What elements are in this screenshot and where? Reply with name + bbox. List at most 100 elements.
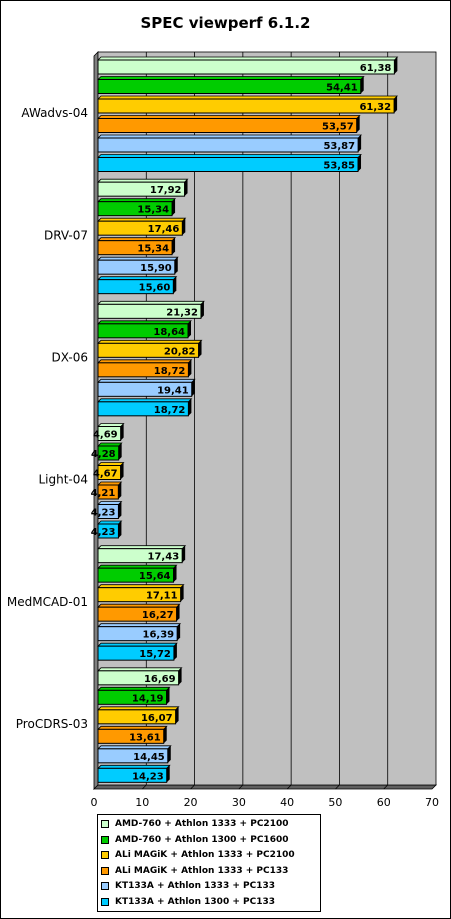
bar <box>97 465 122 480</box>
category-label: MedMCAD-01 <box>7 595 88 609</box>
bar-value-label: 17,11 <box>146 591 178 602</box>
bar <box>97 279 174 295</box>
bar-side <box>358 154 362 172</box>
bar-value-label: 4,28 <box>91 449 116 460</box>
x-tick-label: 70 <box>425 796 439 809</box>
category-label: Light-04 <box>38 473 88 487</box>
bar-side <box>360 76 364 94</box>
bar-side <box>188 398 192 416</box>
bar-side <box>166 765 170 783</box>
bar <box>97 59 395 75</box>
bar-side <box>120 462 124 480</box>
bar <box>97 323 189 339</box>
bar-value-label: 4,69 <box>93 430 118 441</box>
bar-side <box>172 198 176 216</box>
bar-side <box>177 623 181 641</box>
x-tick-label: 0 <box>91 796 98 809</box>
legend-label: AMD-760 + Athlon 1333 + PC2100 <box>115 819 289 829</box>
bar-side <box>167 745 171 763</box>
bar-side <box>173 276 177 294</box>
gridline <box>238 784 244 790</box>
bar <box>97 303 202 319</box>
bar <box>97 670 180 686</box>
x-tick-label: 20 <box>184 796 198 809</box>
bar <box>97 484 119 500</box>
bar <box>97 689 168 705</box>
bar-value-label: 16,07 <box>141 713 173 724</box>
bar <box>97 181 186 197</box>
bar <box>97 504 119 519</box>
bar <box>97 523 119 539</box>
bar-value-label: 53,85 <box>323 161 355 172</box>
gridline <box>190 784 195 790</box>
bar-value-label: 4,21 <box>91 488 116 499</box>
legend-label: KT133A + Athlon 1333 + PC133 <box>115 881 276 891</box>
legend-item: AMD-760 + Athlon 1333 + PC2100 <box>101 817 288 831</box>
bar <box>97 767 168 783</box>
bar <box>97 401 189 417</box>
bar <box>97 709 177 725</box>
bar-side <box>394 96 398 113</box>
bar <box>97 201 173 217</box>
bar-side <box>176 604 180 622</box>
category-label: DRV-07 <box>44 228 88 242</box>
bar <box>97 79 362 94</box>
bar <box>97 259 176 275</box>
bar <box>97 240 173 256</box>
bar-value-label: 15,72 <box>139 649 171 660</box>
gridline <box>383 784 388 790</box>
x-tick-label: 50 <box>328 796 342 809</box>
bar <box>97 567 175 583</box>
bar <box>97 426 122 441</box>
x-tick-label: 40 <box>280 796 294 809</box>
bar-value-label: 14,19 <box>132 693 164 704</box>
bar-value-label: 16,27 <box>142 610 174 621</box>
bar-value-label: 61,32 <box>359 102 391 113</box>
bar <box>97 98 395 114</box>
bar-side <box>182 218 186 236</box>
bar-value-label: 17,43 <box>148 552 180 563</box>
chart-title: SPEC viewperf 6.1.2 <box>140 14 311 32</box>
bar <box>97 645 175 661</box>
bar-value-label: 53,57 <box>322 122 354 133</box>
x-tick-label: 60 <box>377 796 391 809</box>
bar-side <box>120 423 124 441</box>
bar <box>97 587 182 603</box>
bar-side <box>188 359 192 377</box>
bar <box>97 118 358 133</box>
bar-side <box>178 667 182 685</box>
bar <box>97 157 359 172</box>
bar-value-label: 14,45 <box>133 752 165 763</box>
bar-value-label: 18,72 <box>154 405 186 416</box>
bar-side <box>394 57 398 74</box>
legend-item: ALi MAGiK + Athlon 1333 + PC2100 <box>101 848 295 862</box>
gridline <box>142 784 147 790</box>
plot-side-wall <box>93 51 99 790</box>
legend-label: ALi MAGiK + Athlon 1333 + PC2100 <box>115 850 295 860</box>
bar-value-label: 20,82 <box>164 346 196 357</box>
legend-swatch <box>101 882 109 890</box>
plot-area <box>97 51 437 786</box>
bar-value-label: 17,92 <box>150 185 182 196</box>
bar <box>97 220 183 236</box>
bar-side <box>163 726 167 744</box>
category-label: DX-06 <box>52 350 88 364</box>
bar-value-label: 15,34 <box>137 205 169 216</box>
bar-side <box>188 320 192 338</box>
bar-side <box>182 545 186 563</box>
bar-value-label: 4,23 <box>91 527 116 538</box>
bar-value-label: 4,23 <box>91 508 116 519</box>
bar-side <box>173 643 177 661</box>
bar <box>97 548 183 564</box>
bar-value-label: 54,41 <box>326 83 358 94</box>
bar <box>97 606 178 622</box>
bar-side <box>356 115 360 133</box>
bar-value-label: 18,72 <box>154 366 186 377</box>
bar-side <box>180 584 184 602</box>
bar-value-label: 16,39 <box>142 630 174 641</box>
bar-side <box>172 237 176 255</box>
bar-value-label: 14,23 <box>132 771 164 782</box>
bar-value-label: 15,34 <box>137 244 169 255</box>
bar-value-label: 15,90 <box>140 263 172 274</box>
